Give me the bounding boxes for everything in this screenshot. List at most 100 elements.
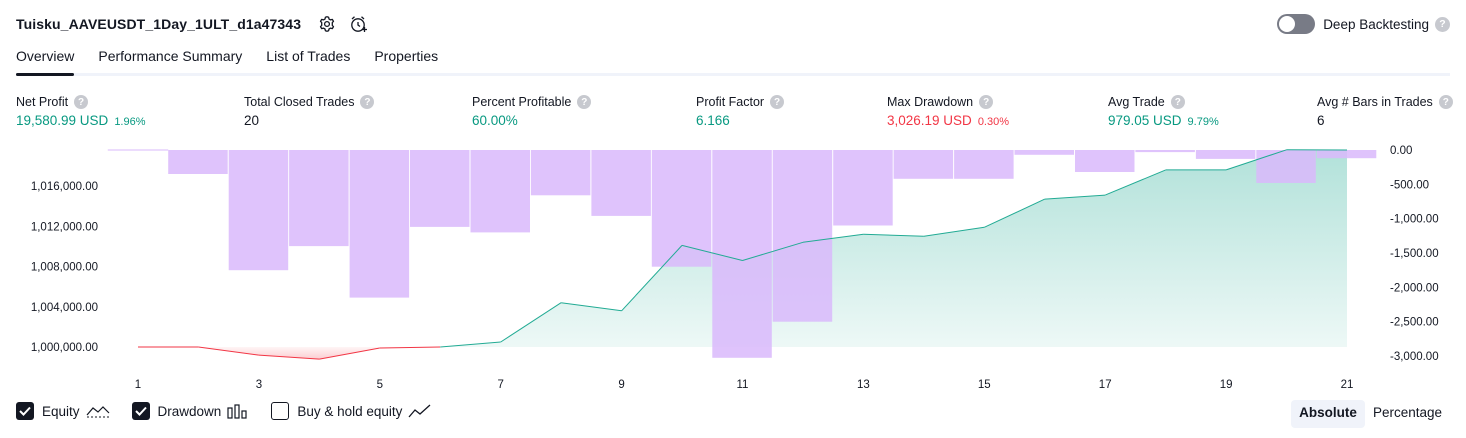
metric-net-profit: Net Profit? 19,580.99 USD 1.96% bbox=[16, 94, 146, 128]
right-axis-tick: -500.00 bbox=[1390, 179, 1429, 191]
right-axis-tick: -2,500.00 bbox=[1390, 317, 1439, 329]
x-axis-tick: 9 bbox=[618, 379, 624, 391]
drawdown-bar bbox=[530, 150, 591, 196]
x-axis-tick: 19 bbox=[1220, 379, 1233, 391]
tab-properties[interactable]: Properties bbox=[374, 48, 439, 64]
equity-line-segment bbox=[500, 302, 562, 343]
help-icon[interactable]: ? bbox=[360, 95, 375, 109]
left-axis-tick: 1,012,000.00 bbox=[31, 221, 98, 233]
x-axis-tick: 21 bbox=[1341, 379, 1354, 391]
checkbox-checked-icon[interactable] bbox=[131, 402, 150, 420]
add-alert-clock-icon[interactable] bbox=[347, 12, 371, 36]
equity-line-segment bbox=[258, 354, 320, 360]
equity-line-segment bbox=[1225, 149, 1287, 171]
x-axis-tick: 3 bbox=[256, 379, 262, 391]
drawdown-bar bbox=[470, 150, 530, 233]
help-icon[interactable]: ? bbox=[577, 95, 592, 109]
metric-value: 19,580.99 USD bbox=[16, 113, 109, 128]
drawdown-bar bbox=[893, 150, 954, 179]
deep-backtesting-label: Deep Backtesting bbox=[1323, 16, 1429, 32]
tab-performance-summary[interactable]: Performance Summary bbox=[98, 48, 243, 64]
drawdown-bar bbox=[168, 150, 228, 174]
metric-max-drawdown: Max Drawdown? 3,026.19 USD 0.30% bbox=[887, 94, 1009, 128]
checkbox-checked-icon[interactable] bbox=[16, 402, 34, 420]
left-axis-tick: 1,000,000.00 bbox=[31, 342, 98, 354]
metric-value: 979.05 USD bbox=[1108, 113, 1182, 128]
metric-label: Profit Factor bbox=[696, 95, 765, 109]
help-icon[interactable]: ? bbox=[1438, 95, 1453, 109]
metric-label: Avg Trade bbox=[1108, 95, 1165, 109]
metric-total-closed-trades: Total Closed Trades? 20 bbox=[244, 94, 375, 128]
legend-equity-toggle[interactable]: Equity bbox=[16, 402, 110, 420]
x-axis-tick: 13 bbox=[857, 379, 870, 391]
drawdown-bar bbox=[772, 150, 833, 322]
metric-value: 6 bbox=[1317, 113, 1325, 128]
help-icon[interactable]: ? bbox=[770, 95, 785, 109]
equity-line-segment bbox=[379, 346, 441, 349]
drawdown-bars-icon bbox=[227, 403, 249, 419]
help-icon[interactable]: ? bbox=[1435, 16, 1450, 32]
tab-list-of-trades[interactable]: List of Trades bbox=[266, 48, 351, 64]
left-axis-tick: 1,008,000.00 bbox=[31, 262, 98, 274]
metric-avg-bars-in-trades: Avg # Bars in Trades? 6 bbox=[1317, 94, 1453, 128]
metric-label: Max Drawdown bbox=[887, 95, 974, 109]
chart-legend: Equity Drawdown Buy & hold equity bbox=[16, 402, 454, 420]
right-axis-tick: 0.00 bbox=[1390, 145, 1412, 157]
x-axis-tick: 15 bbox=[978, 379, 991, 391]
help-icon[interactable]: ? bbox=[74, 95, 89, 109]
metric-percent: 0.30% bbox=[977, 116, 1010, 128]
legend-buyhold-toggle[interactable]: Buy & hold equity bbox=[271, 402, 432, 420]
metric-percent-profitable: Percent Profitable? 60.00% bbox=[472, 94, 592, 128]
deep-backtesting-toggle[interactable] bbox=[1277, 14, 1316, 34]
drawdown-bar bbox=[1316, 150, 1377, 159]
drawdown-bar bbox=[591, 150, 651, 216]
equity-line-segment bbox=[1044, 194, 1106, 200]
equity-line-segment bbox=[923, 226, 985, 237]
x-axis-tick: 1 bbox=[135, 379, 141, 391]
x-axis-tick: 17 bbox=[1099, 379, 1112, 391]
checkbox-unchecked-icon[interactable] bbox=[271, 402, 290, 420]
drawdown-bar bbox=[1195, 150, 1256, 159]
metric-value: 3,026.19 USD bbox=[887, 113, 972, 128]
metric-profit-factor: Profit Factor? 6.166 bbox=[696, 94, 785, 128]
equity-line-segment bbox=[863, 233, 924, 237]
drawdown-bar bbox=[349, 150, 410, 298]
equity-line-segment bbox=[621, 245, 683, 312]
metric-label: Net Profit bbox=[16, 95, 69, 109]
header-bar: Tuisku_AAVEUSDT_1Day_1ULT_d1a47343 Deep … bbox=[16, 10, 1450, 38]
metric-label: Total Closed Trades bbox=[244, 95, 355, 109]
equity-line-segment bbox=[742, 241, 804, 261]
right-axis-tick: -3,000.00 bbox=[1390, 351, 1439, 363]
right-axis-tick: -2,000.00 bbox=[1390, 282, 1439, 294]
legend-drawdown-toggle[interactable]: Drawdown bbox=[131, 402, 250, 420]
equity-line-segment bbox=[681, 244, 743, 261]
equity-line-segment bbox=[802, 233, 864, 243]
absolute-button[interactable]: Absolute bbox=[1291, 400, 1365, 428]
scale-mode-switch: Absolute Percentage bbox=[1291, 400, 1450, 428]
x-axis-tick: 7 bbox=[497, 379, 503, 391]
settings-gear-icon[interactable] bbox=[315, 12, 339, 36]
equity-line-icon bbox=[86, 403, 110, 419]
help-icon[interactable]: ? bbox=[1170, 95, 1185, 109]
equity-line-segment bbox=[319, 347, 380, 360]
metric-label: Avg # Bars in Trades bbox=[1317, 95, 1433, 109]
strategy-title: Tuisku_AAVEUSDT_1Day_1ULT_d1a47343 bbox=[16, 16, 302, 32]
metric-value: 20 bbox=[244, 113, 260, 128]
left-axis-tick: 1,004,000.00 bbox=[31, 302, 98, 314]
drawdown-bar bbox=[1075, 150, 1135, 172]
equity-loss-area bbox=[198, 347, 441, 360]
percentage-button[interactable]: Percentage bbox=[1372, 405, 1442, 420]
equity-line-segment bbox=[440, 341, 501, 348]
drawdown-bar bbox=[410, 150, 470, 227]
drawdown-bar bbox=[1256, 150, 1316, 183]
metric-label: Percent Profitable bbox=[472, 95, 572, 109]
drawdown-bar bbox=[289, 150, 349, 247]
tab-bar: Overview Performance Summary List of Tra… bbox=[16, 44, 462, 76]
buyhold-line-icon bbox=[408, 403, 432, 419]
equity-line-segment bbox=[198, 346, 259, 356]
tab-overview[interactable]: Overview bbox=[16, 44, 75, 76]
left-axis-tick: 1,016,000.00 bbox=[31, 181, 98, 193]
metric-value: 60.00% bbox=[472, 113, 518, 128]
drawdown-bar bbox=[712, 150, 772, 358]
help-icon[interactable]: ? bbox=[979, 95, 994, 109]
